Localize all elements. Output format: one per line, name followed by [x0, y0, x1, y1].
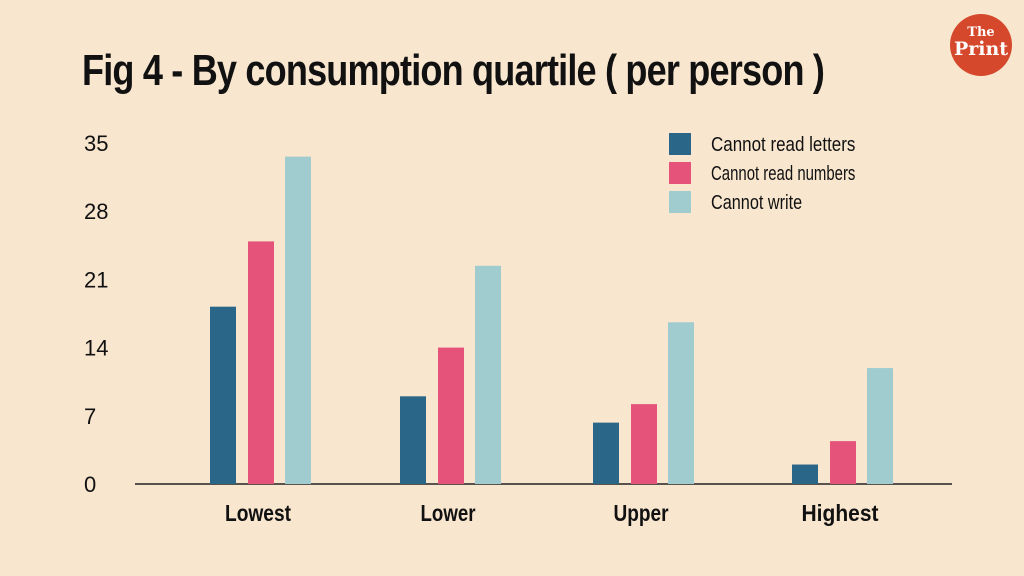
- legend-label: Cannot read numbers: [711, 163, 855, 185]
- y-tick-label: 7: [84, 404, 96, 429]
- y-tick-label: 21: [84, 267, 108, 292]
- y-tick-label: 28: [84, 199, 108, 224]
- bar-1-2: [631, 404, 657, 484]
- logo-text: Print: [953, 38, 1009, 60]
- chart-title: Fig 4 - By consumption quartile ( per pe…: [82, 46, 825, 95]
- x-tick-label: Lower: [421, 500, 476, 526]
- x-tick-label: Lowest: [225, 500, 291, 526]
- legend-swatch: [669, 162, 691, 184]
- bar-0-0: [210, 306, 236, 484]
- bar-1-1: [438, 347, 464, 484]
- bar-2-3: [867, 368, 893, 484]
- x-tick-label: Highest: [802, 500, 879, 526]
- bar-1-3: [830, 441, 856, 484]
- bar-1-0: [248, 241, 274, 484]
- logo-text: The: [967, 25, 995, 40]
- bar-2-1: [475, 265, 501, 484]
- legend-swatch: [669, 191, 691, 213]
- x-tick-label: Upper: [614, 500, 669, 526]
- bar-0-1: [400, 396, 426, 484]
- bar-2-0: [285, 156, 311, 484]
- legend-swatch: [669, 133, 691, 155]
- bar-0-3: [792, 464, 818, 484]
- y-tick-label: 35: [84, 131, 108, 156]
- y-tick-label: 14: [84, 336, 108, 361]
- bar-0-2: [593, 422, 619, 484]
- theprint-logo: The Print: [950, 14, 1012, 76]
- bar-2-2: [668, 322, 694, 484]
- legend-label: Cannot read letters: [711, 134, 855, 156]
- legend-label: Cannot write: [711, 192, 802, 214]
- y-tick-label: 0: [84, 472, 96, 497]
